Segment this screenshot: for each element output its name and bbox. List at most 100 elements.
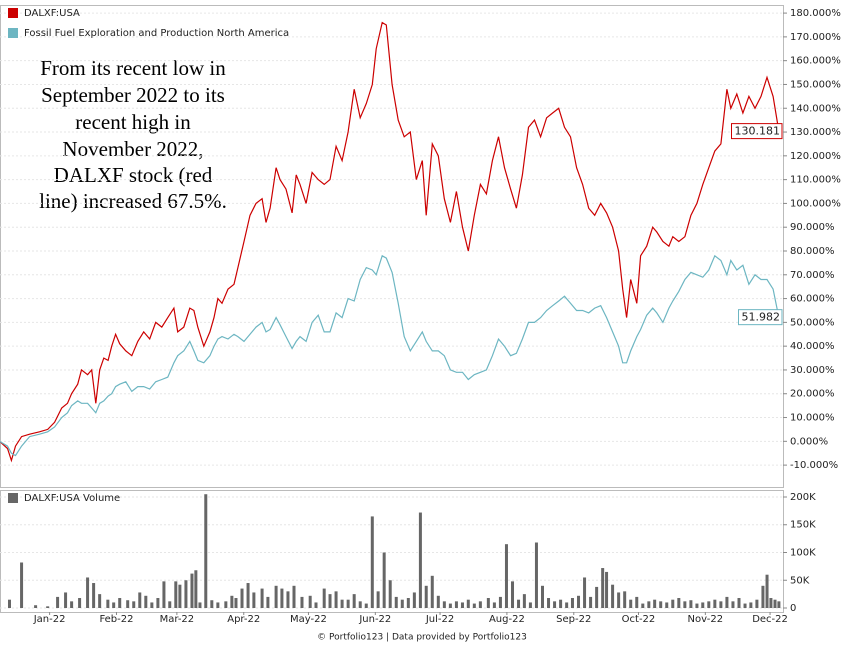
plot: 0 50K 100K 150K 200K Jan-22 Feb-22 Mar-22 Apr-22… [0, 490, 816, 625]
volume-bar [56, 596, 60, 609]
volume-bar [394, 596, 398, 609]
volume-bar [46, 606, 50, 609]
volume-bar [308, 595, 312, 609]
x-tick-label: Jan-22 [33, 614, 66, 625]
volume-bar [7, 599, 11, 609]
volume-bar [98, 594, 102, 609]
volume-bar [629, 599, 633, 609]
volume-bar [683, 601, 687, 609]
volume-bar [240, 588, 244, 609]
y-tick-label: 140.000% [790, 103, 841, 114]
volume-bar [412, 592, 416, 609]
y-tick-label: 20.000% [790, 389, 835, 400]
volume-bar [138, 592, 142, 609]
y-tick-label: 10.000% [790, 413, 835, 424]
volume-bar [623, 591, 627, 609]
series-line [0, 254, 780, 457]
volume-bar [570, 598, 574, 609]
legend-label: Fossil Fuel Exploration and Production N… [24, 28, 289, 39]
volume-bar [118, 598, 122, 609]
annotation: line) increased 67.5%. [39, 189, 227, 213]
volume-bar [605, 571, 609, 609]
volume-bar [436, 595, 440, 609]
volume-bar [174, 581, 178, 609]
volume-bar [178, 584, 182, 609]
volume-bar [424, 585, 428, 609]
volume-bar [132, 601, 136, 609]
volume-bar [577, 595, 581, 609]
volume-bar [601, 568, 605, 609]
volume-bar [511, 581, 515, 609]
volume-bar [260, 588, 264, 609]
volume-bar [210, 600, 214, 609]
volume-bar [418, 512, 422, 609]
volume-bar [454, 601, 458, 609]
volume-bar [540, 585, 544, 609]
y-tick-label: 160.000% [790, 56, 841, 67]
volume-bar [370, 516, 374, 609]
x-tick-label: Oct-22 [622, 614, 656, 625]
volume-bar [340, 599, 344, 609]
x-tick-label: Jun-22 [358, 614, 391, 625]
volume-bar [671, 599, 675, 609]
volume-bar [583, 577, 587, 609]
volume-bar [112, 602, 116, 609]
volume-bar [765, 574, 769, 609]
volume-bar [352, 594, 356, 609]
volume-bar [466, 599, 470, 609]
volume-bar [522, 594, 526, 609]
legend-swatch [8, 28, 18, 38]
y-tick-label: 40.000% [790, 341, 835, 352]
volume-bar [659, 601, 663, 609]
volume-bar [737, 598, 741, 609]
volume-bar [553, 601, 557, 609]
volume-bar [156, 598, 160, 609]
volume-bar [280, 588, 284, 609]
volume-bar [126, 600, 130, 609]
volume-bar [701, 602, 705, 609]
volume-bar [274, 585, 278, 609]
volume-bar [234, 598, 238, 609]
end-value-box [731, 123, 783, 140]
x-tick-label: Sep-22 [556, 614, 591, 625]
volume-bar [617, 592, 621, 609]
volume-bar [749, 602, 753, 609]
annotation: September 2022 to its [41, 83, 225, 107]
annotation: recent high in [75, 110, 191, 134]
volume-bar [442, 601, 446, 609]
y-tick-label: 0.000% [790, 436, 828, 447]
annotation: DALXF stock (red [54, 163, 213, 187]
volume-bar [595, 586, 599, 609]
volume-bar [460, 602, 464, 609]
y-tick-label: 150.000% [790, 79, 841, 90]
y-tick-label: 50.000% [790, 317, 835, 328]
volume-bar [168, 601, 172, 609]
volume-bar [204, 494, 208, 609]
legend-label: DALXF:USA Volume [24, 493, 120, 504]
volume-bar [677, 598, 681, 609]
volume-bar [286, 591, 290, 609]
volume-bar [246, 583, 250, 609]
y-tick-label: -10.000% [790, 460, 838, 471]
volume-bar [504, 544, 508, 609]
volume-bar [224, 601, 228, 609]
volume-bar [492, 602, 496, 609]
volume-bar [346, 599, 350, 609]
y-tick-label: 80.000% [790, 246, 835, 257]
volume-bar [216, 602, 220, 609]
volume-bar [498, 596, 502, 609]
volume-bar [266, 596, 270, 609]
footer: © Portfolio123 | Data provided by Portfo… [317, 633, 527, 643]
x-tick-label: Dec-22 [752, 614, 788, 625]
end-value-label: 130.181 [735, 125, 781, 138]
volume-bar [20, 562, 24, 609]
legend-swatch [8, 493, 18, 503]
legend-label: DALXF:USA [24, 8, 80, 19]
volume-bar [589, 596, 593, 609]
y-tick-label: 90.000% [790, 222, 835, 233]
volume-bar [635, 596, 639, 609]
volume-bar [653, 599, 657, 609]
volume-bar [64, 592, 68, 609]
plot-frame [0, 5, 784, 488]
volume-bar [534, 542, 538, 609]
